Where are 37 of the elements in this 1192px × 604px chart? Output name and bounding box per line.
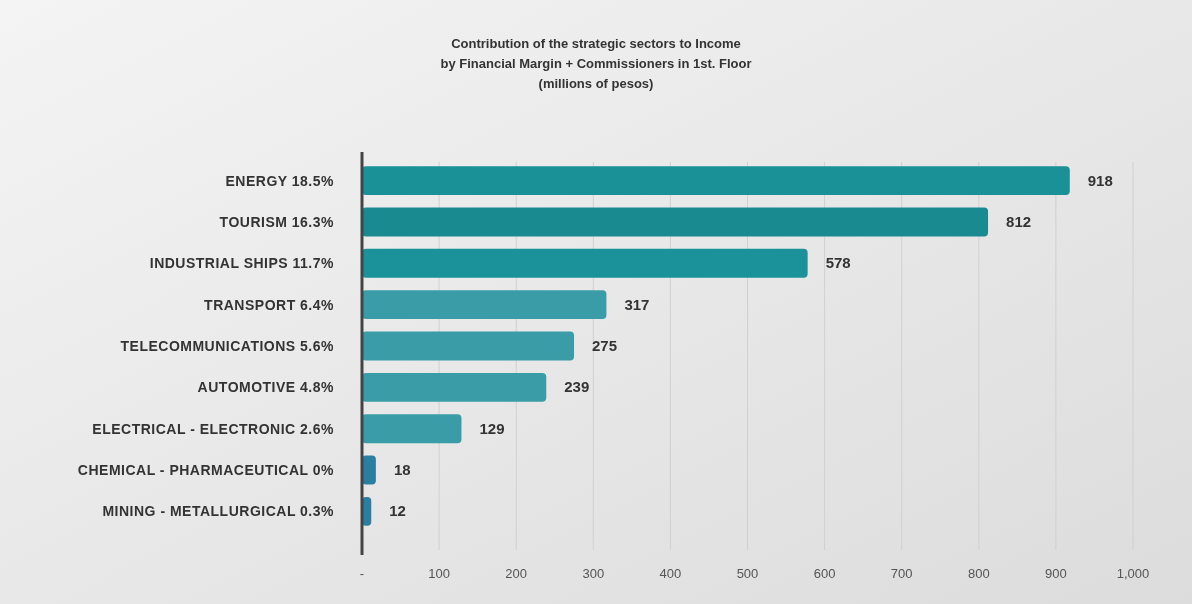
x-tick-label: 200 — [505, 566, 528, 581]
bar — [362, 207, 989, 237]
bar — [362, 166, 1070, 196]
bar — [362, 290, 607, 320]
data-label: 275 — [592, 337, 618, 354]
x-tick-label: 1,000 — [1116, 566, 1150, 581]
y-tick-label: AUTOMOTIVE 4.8% — [197, 379, 335, 396]
y-tick-label: ELECTRICAL - ELECTRONIC 2.6% — [92, 420, 335, 437]
x-tick-label: 800 — [967, 566, 990, 581]
bar — [362, 331, 575, 361]
y-tick-label: INDUSTRIAL SHIPS 11.7% — [149, 255, 335, 272]
y-tick-label: MINING - METALLURGICAL 0.3% — [102, 503, 335, 520]
x-tick-label: 100 — [428, 566, 450, 581]
x-tick-label: 500 — [736, 566, 759, 581]
x-tick-label: 300 — [582, 566, 605, 581]
data-label: 129 — [479, 419, 505, 437]
x-tick-label: 600 — [813, 566, 836, 581]
x-tick-label: 700 — [890, 566, 913, 581]
x-tick-label: 400 — [659, 566, 682, 581]
chart-title: Contribution of the strategic sectors to Income by Financial Margin + Commissioners in 1st. Floor (millions of pesos) — [440, 36, 752, 91]
bar — [362, 248, 808, 278]
data-label: 918 — [1087, 171, 1113, 189]
data-label: 578 — [825, 254, 851, 272]
y-tick-label: TOURISM 16.3% — [219, 213, 335, 230]
bar — [362, 372, 547, 402]
data-label: 812 — [1006, 212, 1032, 230]
y-tick-label: CHEMICAL - PHARMACEUTICAL 0% — [77, 462, 335, 479]
data-label: 317 — [624, 295, 650, 313]
y-tick-label: ENERGY 18.5% — [225, 172, 335, 189]
data-label: 18 — [393, 461, 411, 479]
x-tick-label: - — [359, 566, 365, 581]
x-tick-label: 900 — [1045, 566, 1067, 581]
data-label: 12 — [389, 502, 406, 520]
bar — [362, 414, 462, 444]
y-tick-label: TELECOMMUNICATIONS 5.6% — [120, 338, 335, 354]
y-tick-label: TRANSPORT 6.4% — [204, 296, 335, 313]
data-label: 239 — [564, 378, 590, 396]
